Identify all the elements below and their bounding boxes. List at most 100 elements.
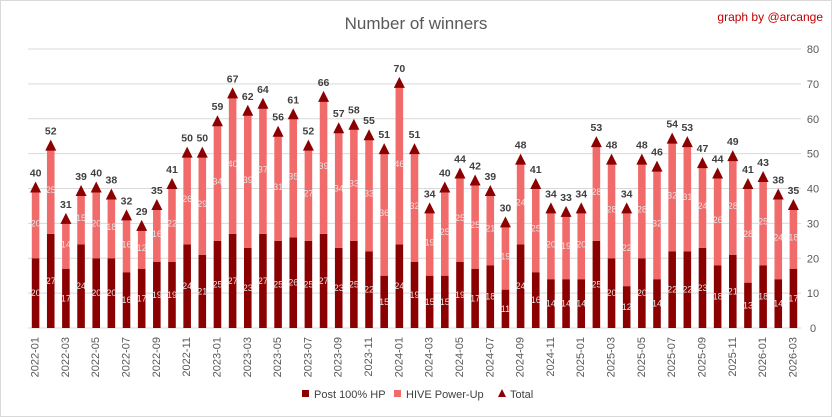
total-marker	[636, 153, 648, 165]
x-tick-label: 2022-07	[121, 337, 133, 377]
total-marker	[75, 184, 87, 196]
total-marker	[196, 146, 208, 158]
bar-post-100-hp	[259, 233, 267, 328]
total-marker	[712, 167, 724, 179]
data-label-post-100-hp: 23	[334, 283, 344, 293]
total-marker	[227, 87, 239, 99]
data-label-post-100-hp: 18	[758, 292, 768, 302]
total-marker	[560, 205, 572, 217]
data-label-hive-power-up: 31	[273, 182, 283, 192]
bar-post-100-hp	[683, 251, 692, 328]
bar-hive-power-up	[319, 97, 328, 234]
bar-post-100-hp	[486, 265, 495, 328]
data-label-hive-power-up: 28	[607, 204, 617, 214]
x-tick-label: 2025-07	[666, 337, 678, 377]
data-label-hive-power-up: 24	[516, 197, 526, 207]
bar-hive-power-up	[77, 191, 85, 245]
data-label-post-100-hp: 27	[319, 276, 329, 286]
total-marker	[742, 178, 754, 190]
data-label-total: 34	[621, 188, 633, 200]
bar-hive-power-up	[168, 185, 176, 262]
total-marker	[242, 104, 254, 116]
total-marker	[30, 181, 42, 193]
total-marker	[727, 150, 739, 162]
bar-hive-power-up	[698, 164, 707, 248]
x-tick-label: 2022-05	[90, 337, 102, 377]
bar-hive-power-up	[486, 191, 495, 266]
x-axis-ticks: 2022-01 2022-03 2022-05 2022-07 2022-09 2022-…	[30, 337, 800, 377]
total-marker	[606, 153, 618, 165]
data-label-total: 51	[409, 129, 421, 141]
data-label-post-100-hp: 17	[137, 293, 147, 303]
total-marker	[211, 115, 223, 127]
data-label-total: 33	[560, 192, 572, 204]
bar-post-100-hp	[319, 233, 328, 328]
data-label-total: 49	[727, 136, 739, 148]
data-label-hive-power-up: 36	[379, 208, 389, 218]
data-label-hive-power-up: 20	[31, 218, 41, 228]
data-label-post-100-hp: 25	[349, 279, 359, 289]
data-label-post-100-hp: 20	[637, 288, 647, 298]
data-label-post-100-hp: 15	[425, 297, 435, 307]
data-label-total: 67	[227, 73, 239, 85]
bar-post-100-hp	[774, 279, 783, 328]
data-label-total: 43	[757, 157, 769, 169]
data-label-post-100-hp: 24	[516, 281, 526, 291]
data-label-hive-power-up: 16	[152, 229, 162, 239]
data-label-hive-power-up: 24	[773, 232, 783, 242]
data-label-post-100-hp: 25	[273, 279, 283, 289]
data-label-total: 47	[697, 143, 709, 155]
bar-hive-power-up	[122, 216, 131, 273]
x-tick-label: 2023-09	[333, 337, 345, 377]
total-marker	[378, 143, 390, 155]
bar-hive-power-up	[425, 209, 434, 276]
data-label-hive-power-up: 32	[667, 190, 677, 200]
data-label-hive-power-up: 25	[470, 220, 480, 230]
data-label-hive-power-up: 20	[576, 239, 586, 249]
bar-hive-power-up	[471, 181, 479, 269]
data-label-post-100-hp: 19	[152, 290, 162, 300]
total-marker	[363, 129, 375, 141]
total-marker	[90, 181, 102, 193]
bar-post-100-hp	[759, 265, 767, 328]
data-label-post-100-hp: 24	[182, 281, 192, 291]
total-marker	[515, 153, 527, 165]
bar-hive-power-up	[789, 205, 798, 269]
bar-post-100-hp	[228, 233, 237, 328]
data-label-total: 31	[60, 199, 72, 211]
bar-hive-power-up	[668, 139, 676, 252]
data-label-total: 44	[454, 154, 466, 166]
data-label-post-100-hp: 11	[501, 304, 510, 314]
total-marker	[45, 139, 57, 151]
bar-post-100-hp	[289, 237, 298, 328]
data-label-total: 48	[515, 140, 527, 152]
bar-post-100-hp	[441, 275, 449, 328]
chart-title: Number of winners	[345, 14, 488, 33]
data-label-hive-power-up: 40	[228, 159, 238, 169]
total-marker	[318, 90, 330, 102]
data-label-total: 56	[272, 112, 284, 124]
total-marker	[772, 188, 784, 200]
bar-post-100-hp	[213, 240, 222, 328]
bar-post-100-hp	[350, 240, 358, 328]
y-tick-label: 30	[807, 218, 819, 230]
bar-post-100-hp	[46, 233, 55, 328]
data-label-hive-power-up: 25	[531, 224, 541, 234]
data-label-post-100-hp: 25	[303, 279, 313, 289]
data-label-hive-power-up: 20	[546, 239, 556, 249]
data-label-total: 46	[651, 147, 663, 159]
bar-post-100-hp	[107, 258, 116, 328]
bar-hive-power-up	[31, 188, 40, 259]
data-label-total: 53	[681, 122, 693, 134]
bar-hive-power-up	[713, 174, 722, 266]
data-label-hive-power-up: 28	[728, 201, 738, 211]
x-tick-label: 2024-09	[515, 337, 527, 377]
bar-post-100-hp	[622, 286, 631, 328]
x-tick-label: 2025-05	[636, 337, 648, 377]
bar-post-100-hp	[334, 247, 343, 328]
total-marker	[136, 219, 148, 231]
x-tick-label: 2022-03	[60, 337, 72, 377]
x-tick-label: 2024-01	[393, 337, 405, 377]
bar-post-100-hp	[168, 261, 176, 328]
bar-post-100-hp	[456, 261, 464, 328]
